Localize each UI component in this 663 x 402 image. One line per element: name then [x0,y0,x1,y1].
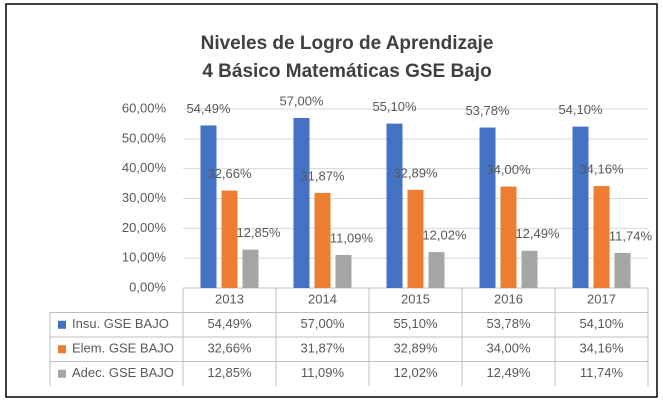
table-cell: 12,02% [393,365,438,380]
value-label: 12,85% [236,225,281,240]
legend-key [58,345,66,354]
table-cell: 54,10% [579,316,624,331]
bar [200,125,217,288]
bar [335,254,352,288]
bar [614,252,631,288]
bar [428,252,445,288]
table-cell: 31,87% [300,341,345,356]
table-cell: 32,66% [207,341,252,356]
value-label: 34,00% [486,162,531,177]
value-label: 32,66% [207,166,252,181]
bar [572,126,589,288]
y-tick-label: 60,00% [122,100,167,115]
value-label: 54,10% [558,102,603,117]
bar [407,189,424,288]
y-tick-label: 20,00% [122,220,167,235]
table-cell: 11,09% [301,365,345,380]
legend-label: Insu. GSE BAJO [72,316,169,331]
table-cell: 34,00% [486,341,531,356]
bar [479,127,496,288]
bar [500,186,517,288]
chart-title: Niveles de Logro de Aprendizaje [201,33,494,54]
x-tick-label: 2015 [401,292,430,307]
value-label: 12,49% [515,226,560,241]
chart-subtitle: 4 Básico Matemáticas GSE Bajo [202,61,491,82]
table-cell: 12,49% [486,365,531,380]
table-cell: 54,49% [207,316,252,331]
bar [314,192,331,288]
bar [293,117,310,288]
bar [221,190,238,288]
y-tick-label: 0,00% [129,279,166,294]
value-label: 53,78% [465,103,510,118]
y-tick-label: 30,00% [122,190,167,205]
value-label: 55,10% [372,99,417,114]
table-cell: 32,89% [393,341,438,356]
value-label: 31,87% [300,168,345,183]
table-cell: 55,10% [393,316,438,331]
legend-label: Elem. GSE BAJO [72,341,174,356]
table-cell: 34,16% [579,341,624,356]
table-cell: 11,74% [580,365,624,380]
x-tick-label: 2016 [494,292,523,307]
bar [242,249,259,288]
x-tick-label: 2017 [587,292,616,307]
x-tick-label: 2013 [215,292,244,307]
bar [521,250,538,288]
bar [386,123,403,288]
chart-border [5,3,658,398]
legend-key [58,369,66,378]
legend-key [58,320,66,329]
value-label: 57,00% [279,93,324,108]
value-label: 34,16% [579,162,624,177]
y-tick-label: 10,00% [122,250,167,265]
value-label: 32,89% [393,165,438,180]
table-cell: 53,78% [486,316,531,331]
value-label: 12,02% [422,228,467,243]
legend-label: Adec. GSE BAJO [72,365,174,380]
y-tick-label: 40,00% [122,160,167,175]
bar [593,186,610,288]
y-tick-label: 50,00% [122,130,167,145]
x-tick-label: 2014 [308,292,337,307]
value-label: 11,74% [609,228,653,243]
value-label: 11,09% [330,230,374,245]
table-cell: 12,85% [207,365,252,380]
value-label: 54,49% [186,101,231,116]
table-cell: 57,00% [300,316,345,331]
